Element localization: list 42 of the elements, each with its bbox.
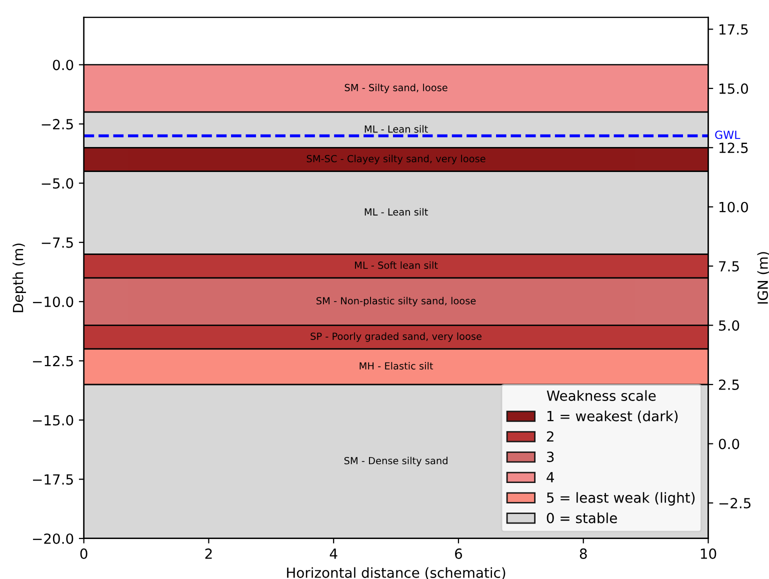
annotation: ML - Soft lean silt xyxy=(355,261,438,269)
y2-tick-label: 17.5 xyxy=(719,24,748,35)
annotation: SM - Non-plastic silty sand, loose xyxy=(316,296,476,306)
y-tick-label: −12.5 xyxy=(33,356,73,366)
y-tick-label: 0.0 xyxy=(52,60,74,70)
legend-label: 0 = stable xyxy=(546,512,617,524)
legend-label: 3 xyxy=(547,452,554,462)
legend-title: Weakness scale xyxy=(546,390,656,401)
y2-tick-label: 0.0 xyxy=(718,438,740,450)
legend-label: 5 = least weak (light) xyxy=(547,492,695,506)
y2-tick-label: 5.0 xyxy=(719,320,740,331)
legend-label: 2 xyxy=(546,431,554,442)
annotation: MH - Elastic silt xyxy=(360,362,434,370)
x-tick-label: 2 xyxy=(205,548,212,559)
y-tick-label: −5.0 xyxy=(42,178,74,189)
y2-tick-label: −2.5 xyxy=(719,498,750,508)
y2-tick-label: 12.5 xyxy=(719,142,748,154)
y2-tick-label: 7.5 xyxy=(719,261,739,272)
y-axis-title: Depth (m) xyxy=(12,244,26,312)
x-tick-label: 10 xyxy=(700,548,716,559)
annotation: ML - Lean silt xyxy=(364,125,428,133)
annotation: SP - Poorly graded sand, very loose xyxy=(310,332,482,342)
annotation: SM - Dense silty sand xyxy=(344,456,448,466)
legend-label: 4 xyxy=(546,472,554,482)
x-tick-label: 8 xyxy=(580,548,587,559)
x-tick-label: 4 xyxy=(330,548,338,559)
y-tick-label: −15.0 xyxy=(33,415,74,426)
annotation: SM - Silty sand, loose xyxy=(344,84,448,94)
y-tick-label: −20.0 xyxy=(33,533,74,544)
annotation: SM-SC - Clayey silty sand, very loose xyxy=(306,154,486,164)
x-tick-label: 6 xyxy=(455,548,462,559)
ref-line-label: GWL xyxy=(715,130,740,140)
legend-label: 1 = weakest (dark) xyxy=(547,410,678,423)
y-tick-label: −2.5 xyxy=(42,118,73,130)
y-tick-label: −10.0 xyxy=(33,296,74,308)
annotation: ML - Lean silt xyxy=(364,208,428,216)
y2-tick-label: 15.0 xyxy=(719,83,748,94)
y-tick-label: −17.5 xyxy=(33,474,73,485)
x-tick-label: 0 xyxy=(80,548,88,559)
y2-tick-label: 10.0 xyxy=(719,202,748,212)
y-tick-label: −7.5 xyxy=(42,238,73,248)
y2-tick-label: 2.5 xyxy=(718,379,739,390)
